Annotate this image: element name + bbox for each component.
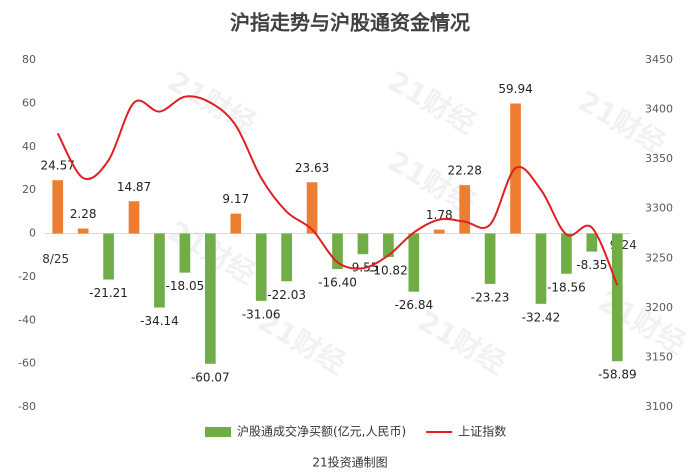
legend-label: 上证指数 <box>458 424 506 439</box>
value-label: -21.21 <box>89 286 128 300</box>
value-label: 23.63 <box>295 161 329 175</box>
bar <box>383 233 394 257</box>
bar <box>103 233 114 280</box>
watermark: 21财经 <box>383 64 482 140</box>
y-tick-label: -40 <box>18 313 36 326</box>
x-tick-label: 8/25 <box>42 252 69 266</box>
bar <box>433 229 445 234</box>
value-label: -16.40 <box>318 276 357 290</box>
y2-tick-label: 3450 <box>645 53 673 66</box>
bar <box>154 233 165 308</box>
bar <box>204 233 216 364</box>
bar <box>535 233 547 304</box>
y-tick-label: -80 <box>18 400 36 413</box>
y-tick-label: -60 <box>18 357 36 370</box>
value-label: -26.84 <box>394 298 433 312</box>
y-tick-label: 40 <box>22 140 36 153</box>
bar <box>484 233 496 284</box>
value-label: -58.89 <box>598 368 637 382</box>
value-label: -10.82 <box>369 263 408 277</box>
value-label: 2.28 <box>70 207 97 221</box>
value-label: -32.42 <box>522 310 561 324</box>
bar <box>77 228 89 234</box>
legend-swatch <box>205 427 231 437</box>
value-label: 14.87 <box>117 180 151 194</box>
source: 21投资通制图 <box>312 455 387 470</box>
value-label: -18.56 <box>547 280 586 294</box>
value-label: 24.57 <box>41 159 75 173</box>
bar <box>561 233 572 274</box>
value-label: -8.35 <box>576 258 607 272</box>
y-tick-label: 20 <box>22 183 36 196</box>
y2-tick-label: 3100 <box>645 400 673 413</box>
watermark: 21财经 <box>413 304 512 380</box>
bar <box>357 233 369 255</box>
bar <box>586 233 598 252</box>
value-label: -18.05 <box>166 279 205 293</box>
y2-tick-label: 3250 <box>645 251 673 264</box>
bar <box>306 182 318 234</box>
bar <box>611 233 623 362</box>
y-tick-label: 0 <box>29 227 36 240</box>
value-label: -60.07 <box>191 370 230 384</box>
y-tick-label: 80 <box>22 53 36 66</box>
y2-tick-label: 3150 <box>645 350 673 363</box>
value-label: -22.03 <box>267 288 306 302</box>
value-label: -23.23 <box>471 290 510 304</box>
y-tick-label: 60 <box>22 96 36 109</box>
watermark: 21财经 <box>593 284 692 360</box>
value-label: 59.94 <box>498 82 532 96</box>
y2-tick-label: 3300 <box>645 202 673 215</box>
value-label: 22.28 <box>447 164 481 178</box>
bar <box>255 233 267 301</box>
bar <box>230 213 242 234</box>
legend-label: 沪股通成交净买额(亿元,人民币) <box>237 424 406 439</box>
y2-tick-label: 3200 <box>645 301 673 314</box>
y2-tick-label: 3400 <box>645 103 673 116</box>
bar <box>459 185 471 234</box>
value-label: 9.17 <box>222 192 249 206</box>
y-tick-label: -20 <box>18 270 36 283</box>
bar <box>52 180 64 234</box>
bar <box>179 233 191 273</box>
chart-title: 沪指走势与沪股通资金情况 <box>230 11 470 35</box>
bar <box>408 233 420 292</box>
line <box>56 95 619 286</box>
bar <box>332 233 343 270</box>
value-label: -34.14 <box>140 314 179 328</box>
bar <box>128 201 140 234</box>
y2-tick-label: 3350 <box>645 152 673 165</box>
bar <box>281 233 292 282</box>
value-label: -31.06 <box>242 307 281 321</box>
watermark: 21财经 <box>573 84 672 160</box>
